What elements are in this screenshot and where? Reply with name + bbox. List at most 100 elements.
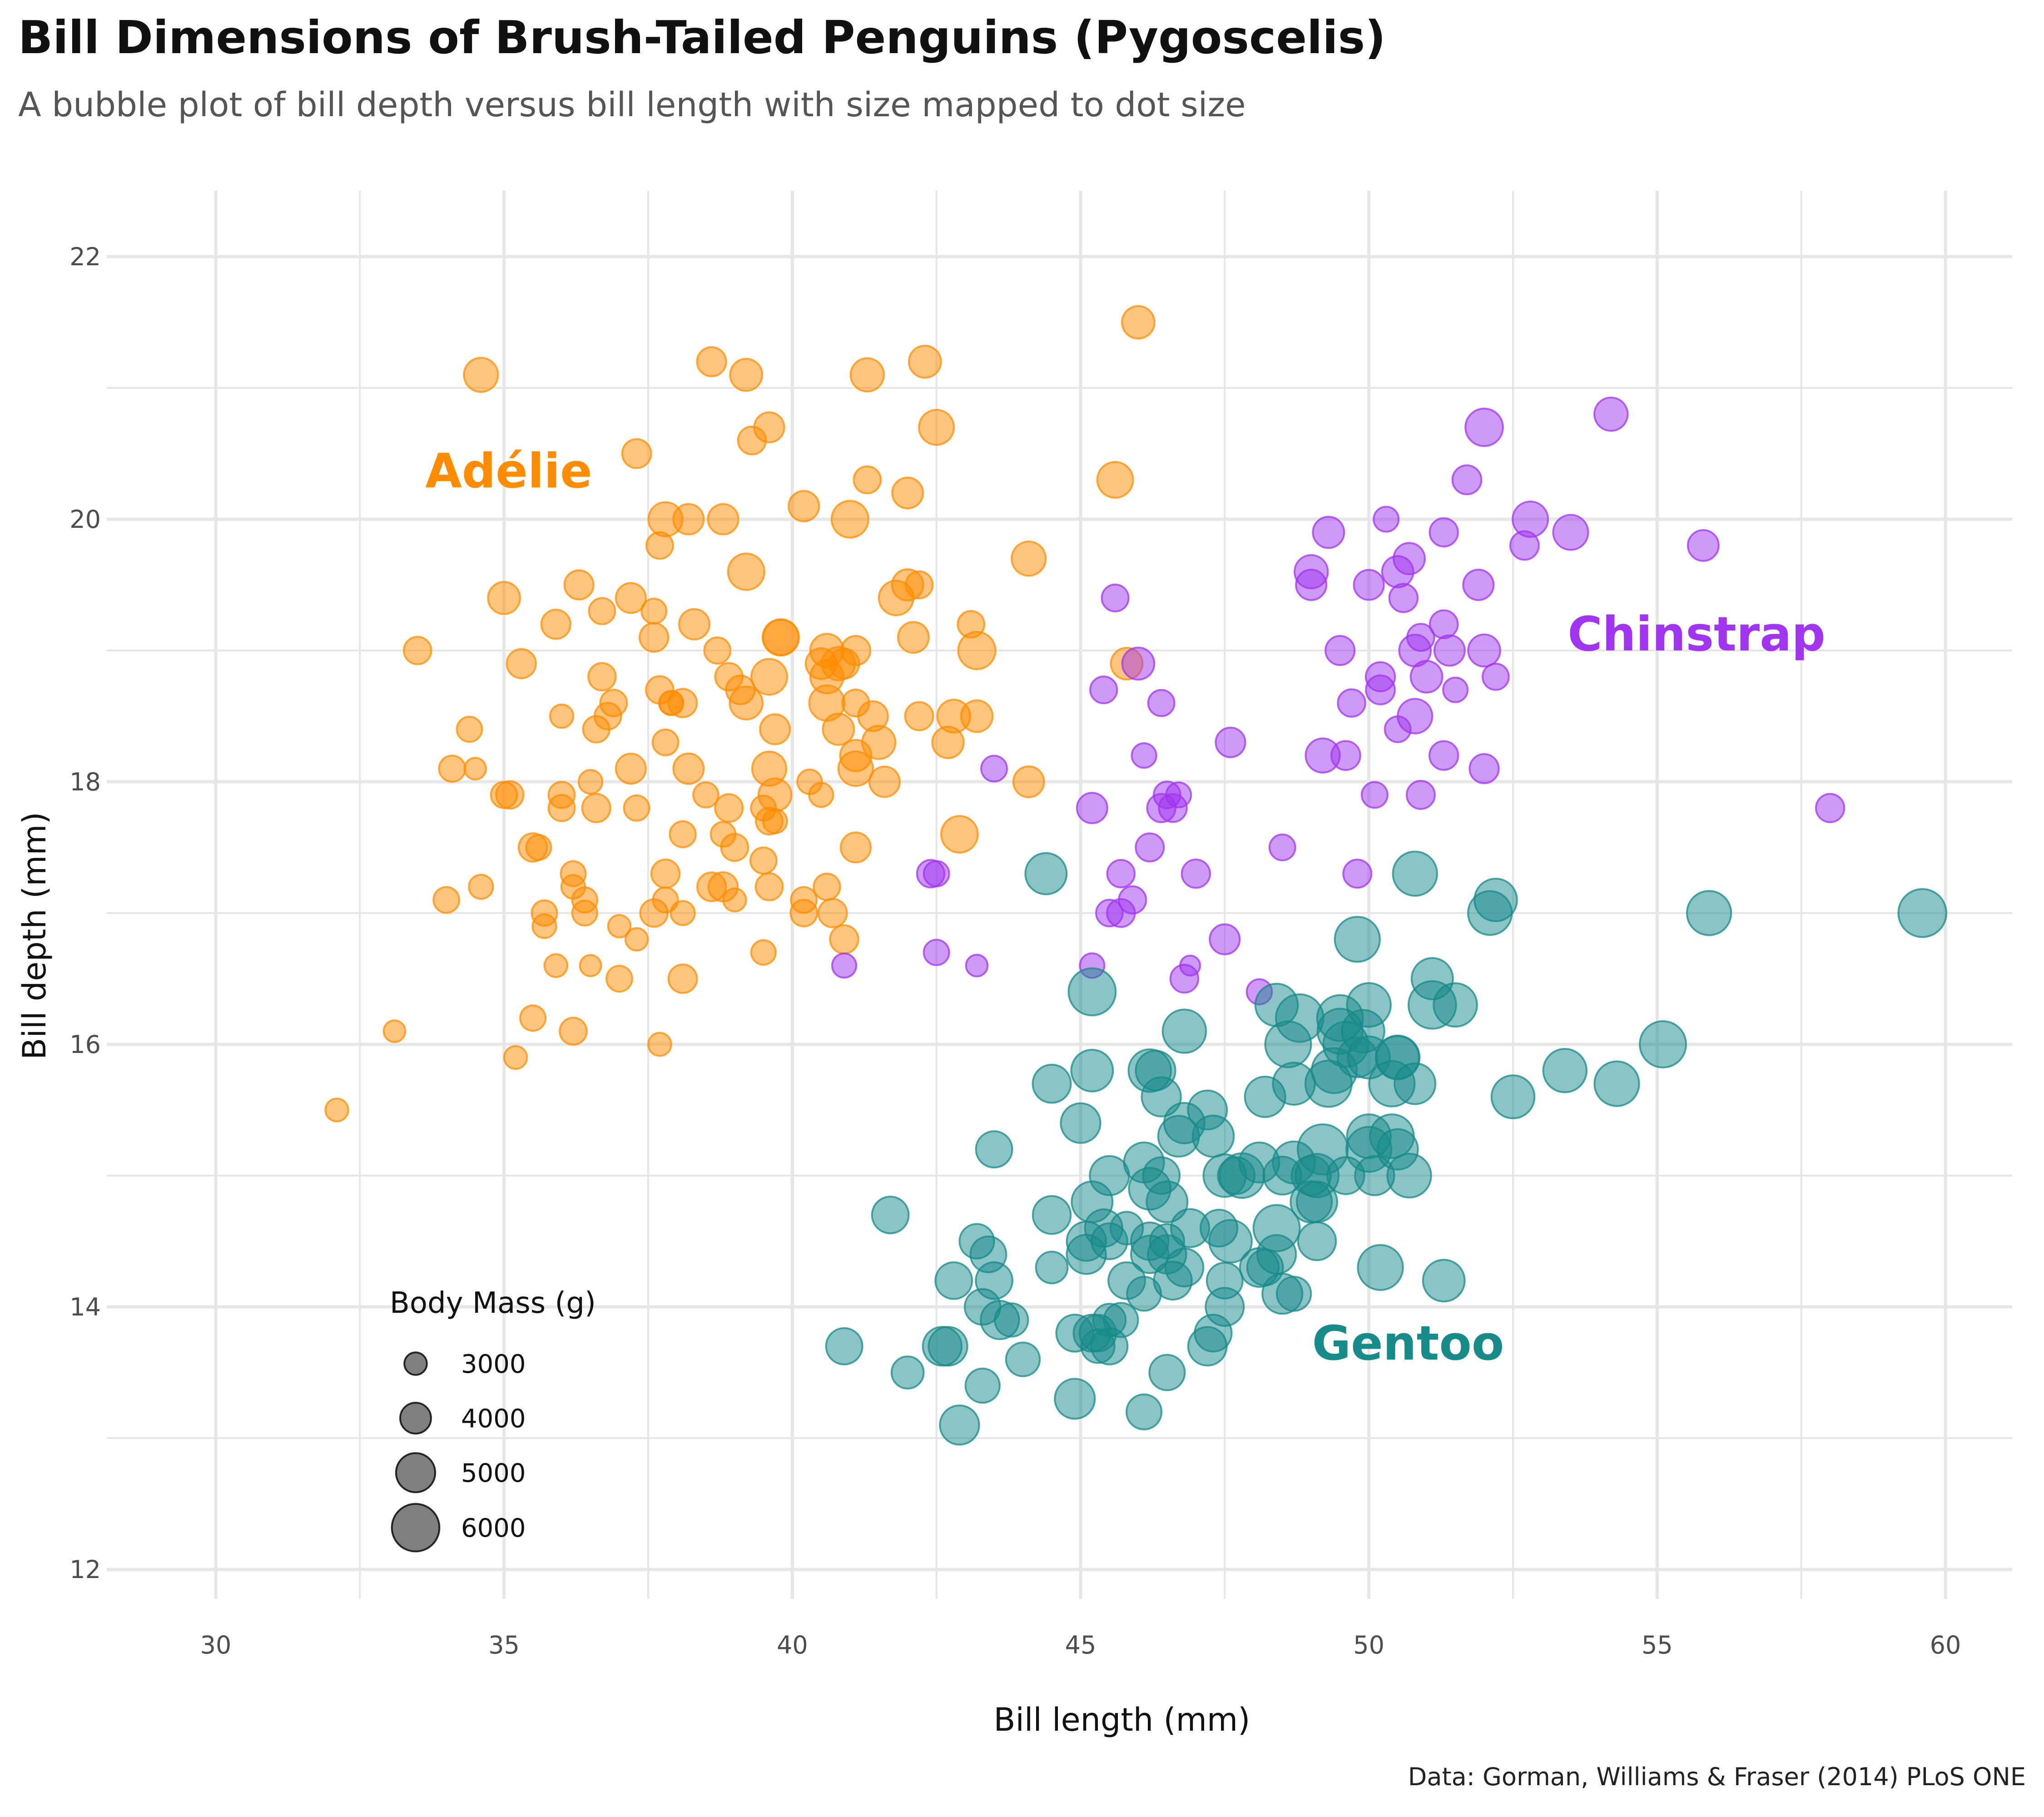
data-point bbox=[965, 953, 989, 978]
data-point bbox=[1593, 1060, 1640, 1107]
data-point bbox=[1512, 500, 1549, 538]
chart-title: Bill Dimensions of Brush-Tailed Penguins… bbox=[18, 11, 1386, 64]
data-point bbox=[1897, 888, 1948, 938]
data-point bbox=[1406, 623, 1435, 652]
data-point bbox=[1126, 1393, 1163, 1430]
y-tick-label: 22 bbox=[69, 243, 101, 271]
data-point bbox=[722, 887, 747, 913]
data-point bbox=[1686, 890, 1732, 936]
data-point bbox=[1165, 781, 1192, 809]
data-point bbox=[714, 793, 744, 823]
data-point bbox=[853, 465, 882, 495]
series-adlie bbox=[324, 305, 1156, 1122]
data-point bbox=[840, 635, 872, 666]
data-point bbox=[825, 1327, 863, 1365]
data-point bbox=[1593, 397, 1629, 432]
data-point bbox=[1147, 689, 1176, 717]
data-point bbox=[1422, 1259, 1466, 1303]
data-point bbox=[1035, 1251, 1069, 1285]
data-point bbox=[650, 859, 681, 889]
data-point bbox=[871, 1196, 910, 1235]
data-point bbox=[1325, 635, 1356, 666]
data-point bbox=[1346, 982, 1392, 1028]
data-point bbox=[547, 794, 576, 822]
data-point bbox=[707, 503, 739, 536]
data-point bbox=[1161, 1008, 1207, 1054]
data-point bbox=[762, 808, 788, 834]
series-labels: Adélie Chinstrap Gentoo bbox=[425, 443, 1825, 1371]
data-point bbox=[1451, 464, 1483, 496]
data-point bbox=[1032, 1063, 1072, 1104]
data-point bbox=[1639, 1020, 1687, 1068]
data-point bbox=[639, 622, 670, 653]
data-point bbox=[1208, 1219, 1253, 1264]
data-point bbox=[577, 769, 604, 795]
data-point bbox=[1405, 779, 1436, 810]
data-point bbox=[1337, 688, 1366, 718]
data-point bbox=[980, 755, 1008, 783]
data-point bbox=[1121, 305, 1156, 340]
data-point bbox=[934, 1261, 973, 1300]
data-point bbox=[1392, 850, 1438, 897]
data-point bbox=[831, 953, 858, 979]
data-point bbox=[559, 1017, 588, 1046]
data-point bbox=[829, 924, 859, 955]
data-point bbox=[1429, 740, 1459, 771]
data-point bbox=[993, 1302, 1029, 1338]
data-point bbox=[463, 357, 499, 393]
data-point bbox=[1462, 569, 1495, 601]
data-point bbox=[1429, 609, 1459, 639]
data-point bbox=[1032, 1195, 1072, 1235]
data-point bbox=[531, 899, 558, 927]
data-point bbox=[1312, 516, 1345, 549]
data-point bbox=[908, 344, 942, 379]
data-point bbox=[1121, 646, 1156, 681]
data-point bbox=[1409, 660, 1444, 694]
data-point bbox=[1433, 634, 1466, 667]
series-label: Adélie bbox=[425, 443, 592, 499]
data-point bbox=[788, 490, 820, 522]
data-point bbox=[647, 1032, 672, 1057]
data-point bbox=[669, 820, 697, 849]
x-tick-label: 50 bbox=[1353, 1631, 1384, 1659]
data-point bbox=[1469, 753, 1500, 784]
data-point bbox=[1181, 859, 1211, 889]
data-point bbox=[624, 927, 649, 952]
data-point bbox=[438, 755, 466, 783]
data-point bbox=[1089, 675, 1118, 705]
data-point bbox=[1012, 765, 1045, 798]
data-point bbox=[506, 648, 537, 680]
data-point bbox=[849, 357, 885, 392]
x-tick-label: 40 bbox=[777, 1631, 808, 1659]
data-point bbox=[1386, 1152, 1432, 1199]
data-point bbox=[1552, 514, 1589, 551]
data-point bbox=[1334, 916, 1381, 963]
data-point bbox=[928, 1326, 968, 1367]
data-point bbox=[975, 1261, 1014, 1300]
data-point bbox=[640, 597, 668, 625]
data-point bbox=[868, 765, 901, 798]
data-point bbox=[607, 914, 632, 938]
data-point bbox=[750, 658, 789, 696]
data-point bbox=[923, 938, 950, 966]
x-axis-label: Bill length (mm) bbox=[994, 1701, 1250, 1738]
data-point bbox=[1330, 740, 1361, 771]
data-point bbox=[672, 752, 705, 785]
data-point bbox=[1687, 529, 1720, 562]
data-point bbox=[1342, 859, 1373, 889]
data-point bbox=[540, 609, 572, 640]
data-point bbox=[1206, 1261, 1244, 1300]
data-point bbox=[897, 621, 930, 654]
data-point bbox=[1060, 1102, 1101, 1144]
data-point bbox=[402, 635, 432, 665]
data-point bbox=[1268, 834, 1296, 861]
axis-ticks: 30 35 40 45 50 55 60 12 14 16 18 20 22 bbox=[69, 243, 1961, 1659]
legend-size-marker bbox=[395, 1452, 437, 1494]
data-point bbox=[579, 954, 602, 977]
data-point bbox=[667, 688, 698, 718]
data-point bbox=[1394, 1062, 1437, 1105]
x-tick-label: 55 bbox=[1642, 1631, 1673, 1659]
data-point bbox=[1096, 461, 1134, 499]
data-point bbox=[678, 608, 711, 640]
data-point bbox=[1054, 1378, 1096, 1420]
